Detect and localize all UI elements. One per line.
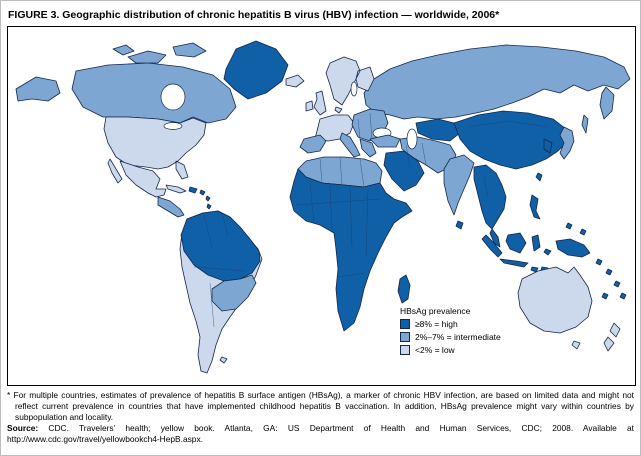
region-taiwan — [535, 172, 543, 182]
legend-swatch-low-icon — [400, 345, 410, 355]
region-arabian-peninsula — [383, 150, 425, 192]
region-sub-saharan-africa — [289, 168, 413, 332]
figure-title: FIGURE 3. Geographic distribution of chr… — [8, 9, 500, 21]
region-amazon-basin — [180, 210, 261, 282]
region-usa — [103, 116, 207, 180]
footnote-block: * For multiple countries, estimates of p… — [7, 390, 634, 445]
region-scandinavia — [325, 56, 375, 114]
region-uk-ireland — [305, 90, 327, 116]
region-iceland — [285, 74, 305, 88]
legend-label-low: <2% = low — [415, 345, 455, 355]
region-caribbean-islands — [188, 186, 212, 210]
source-text: CDC. Travelers’ health; yellow book. Atl… — [7, 423, 634, 445]
region-philippines — [529, 194, 541, 220]
country-border-lines — [193, 112, 549, 328]
region-new-zealand — [603, 322, 621, 352]
baltic-sea-water — [350, 81, 358, 97]
region-canada — [71, 62, 237, 124]
region-pacific-islands — [565, 222, 627, 300]
region-new-guinea — [555, 238, 591, 258]
legend-label-high: ≥8% = high — [415, 319, 458, 329]
legend: HBsAg prevalence ≥8% = high 2%–7% = inte… — [400, 306, 501, 355]
legend-item-intermediate: 2%–7% = intermediate — [400, 332, 501, 342]
world-map-box: HBsAg prevalence ≥8% = high 2%–7% = inte… — [7, 26, 636, 386]
legend-label-intermediate: 2%–7% = intermediate — [415, 332, 501, 342]
legend-swatch-intermediate-icon — [400, 332, 410, 342]
region-central-asia — [415, 118, 461, 142]
region-sri-lanka — [455, 220, 464, 230]
caspian-sea-water — [406, 128, 418, 150]
region-south-america-central — [211, 274, 257, 312]
region-turkey — [369, 134, 401, 148]
great-lakes-water — [163, 122, 183, 130]
region-greenland — [223, 40, 289, 100]
region-australia — [517, 266, 593, 350]
region-alaska — [15, 76, 61, 102]
region-southeast-asia — [473, 164, 507, 248]
hudson-bay-water — [160, 83, 186, 111]
legend-title: HBsAg prevalence — [400, 306, 471, 316]
source-line: Source: CDC. Travelers’ health; yellow b… — [7, 423, 634, 445]
region-india — [443, 154, 475, 216]
legend-item-high: ≥8% = high — [400, 319, 501, 329]
region-falklands — [219, 356, 228, 364]
region-iberia — [299, 134, 327, 154]
region-canada-arctic-islands — [112, 42, 207, 64]
region-mexico — [107, 158, 167, 198]
world-map — [15, 40, 631, 374]
region-japan — [559, 126, 575, 160]
region-central-america — [157, 196, 185, 218]
region-balkans-greece — [359, 138, 377, 158]
legend-item-low: <2% = low — [400, 345, 501, 355]
legend-swatch-high-icon — [400, 319, 410, 329]
region-korea — [543, 138, 553, 154]
region-cuba — [165, 184, 187, 194]
region-russia — [363, 44, 631, 134]
region-madagascar — [397, 274, 411, 304]
asterisk-footnote: * For multiple countries, estimates of p… — [7, 390, 634, 423]
source-label: Source: — [7, 423, 39, 434]
